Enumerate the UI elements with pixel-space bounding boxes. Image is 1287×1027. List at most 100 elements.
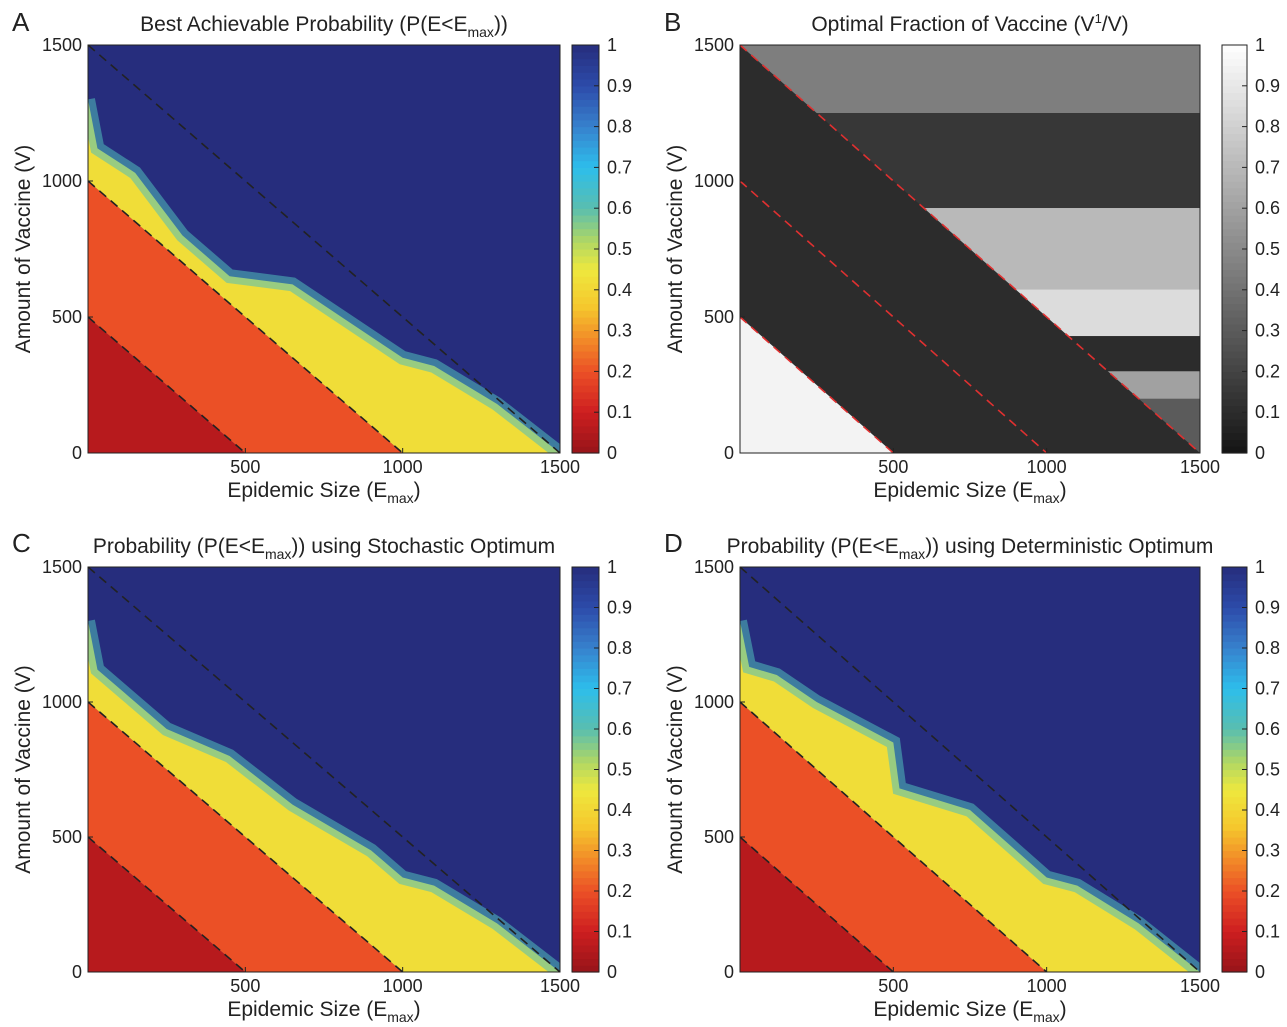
colorbar-segment — [572, 729, 599, 737]
colorbar-segment — [1222, 323, 1247, 332]
colorbar-segment — [572, 106, 599, 114]
colorbar-segment — [572, 803, 599, 811]
x-tick-label: 1500 — [1180, 457, 1220, 477]
colorbar-tick-label: 0 — [1255, 962, 1265, 982]
colorbar-segment — [1222, 174, 1247, 182]
x-tick-label: 500 — [878, 976, 908, 996]
panel-letter: A — [12, 7, 30, 37]
colorbar-segment — [572, 918, 599, 926]
colorbar-segment — [572, 796, 599, 804]
colorbar-segment — [572, 621, 599, 629]
dashed-line — [88, 836, 246, 972]
colorbar-segment — [572, 398, 599, 406]
title-main: Probability (P(E<E — [93, 535, 265, 558]
colorbar-segment — [1222, 412, 1247, 420]
colorbar-segment — [1222, 432, 1247, 440]
colorbar-segment — [572, 742, 599, 750]
colorbar-segment — [1222, 221, 1247, 230]
colorbar-segment — [1222, 796, 1247, 804]
colorbar-segment — [572, 931, 599, 939]
colorbar-segment — [1222, 344, 1247, 352]
colorbar-segment — [572, 695, 599, 703]
colorbar-segment — [1222, 891, 1247, 899]
colorbar-segment — [572, 708, 599, 717]
colorbar-tick-label: 0.7 — [1255, 679, 1280, 699]
y-tick-label: 1500 — [42, 557, 82, 577]
colorbar-segment — [572, 607, 599, 615]
colorbar-tick-label: 0.4 — [607, 800, 632, 820]
heat-transition — [740, 619, 1200, 972]
colorbar-segment — [1222, 641, 1247, 649]
colorbar-segment — [572, 310, 599, 318]
colorbar-tick-label: 0 — [1255, 443, 1265, 463]
dashed-line — [740, 180, 1048, 453]
colorbar-segment — [572, 816, 599, 825]
y-tick-label: 0 — [724, 962, 734, 982]
colorbar-segment — [572, 573, 599, 582]
colorbar-segment — [572, 688, 599, 696]
plot-area — [740, 567, 1200, 972]
colorbar-tick-label: 0.3 — [607, 321, 632, 341]
colorbar-segment — [572, 262, 599, 270]
colorbar-segment — [572, 58, 599, 66]
colorbar-segment — [572, 140, 599, 148]
colorbar-segment — [572, 174, 599, 182]
colorbar-segment — [1222, 654, 1247, 663]
xlabel-subscript: max — [1033, 1009, 1059, 1025]
colorbar-segment — [572, 722, 599, 730]
colorbar-segment — [572, 897, 599, 906]
colorbar-tick-label: 0.1 — [607, 402, 632, 422]
colorbar-tick-label: 0.9 — [607, 76, 632, 96]
colorbar-segment — [572, 675, 599, 683]
colorbar-segment — [1222, 385, 1247, 393]
colorbar-segment — [572, 296, 599, 304]
colorbar-segment — [1222, 208, 1247, 216]
colorbar-segment — [1222, 378, 1247, 386]
colorbar-segment — [572, 323, 599, 332]
x-tick-label: 500 — [230, 976, 260, 996]
colorbar-tick-label: 0.4 — [1255, 800, 1280, 820]
panel-letter: B — [664, 7, 681, 37]
colorbar-segment — [1222, 614, 1247, 622]
title-end: )) using Stochastic Optimum — [291, 535, 555, 558]
colorbar-tick-label: 0.7 — [607, 157, 632, 177]
colorbar-segment — [1222, 627, 1247, 636]
colorbar-segment — [1222, 897, 1247, 906]
colorbar-segment — [572, 412, 599, 420]
colorbar-segment — [1222, 106, 1247, 114]
colorbar-segment — [572, 715, 599, 723]
colorbar-segment — [572, 317, 599, 325]
colorbar-segment — [1222, 924, 1247, 933]
colorbar-segment — [1222, 843, 1247, 852]
colorbar-tick-label: 0.6 — [1255, 198, 1280, 218]
x-axis-label: Epidemic Size (Emax) — [227, 998, 420, 1025]
colorbar-segment — [1222, 289, 1247, 298]
colorbar-segment — [1222, 201, 1247, 209]
colorbar-segment — [572, 776, 599, 784]
colorbar-segment — [1222, 850, 1247, 858]
colorbar-segment — [1222, 337, 1247, 345]
panel-letter: D — [664, 528, 683, 558]
y-tick-label: 1500 — [694, 35, 734, 55]
colorbar-segment — [1222, 439, 1247, 447]
colorbar-tick-label: 0.6 — [607, 198, 632, 218]
colorbar-segment — [572, 614, 599, 622]
colorbar-segment — [572, 72, 599, 80]
axes-frame — [87, 566, 561, 973]
colorbar-segment — [572, 269, 599, 277]
colorbar-segment — [1222, 133, 1247, 141]
dashed-line — [88, 180, 404, 453]
y-tick-label: 500 — [704, 827, 734, 847]
colorbar-segment — [572, 783, 599, 791]
colorbar-segment — [572, 228, 599, 236]
colorbar-segment — [572, 830, 599, 838]
y-tick-label: 1000 — [694, 692, 734, 712]
colorbar-segment — [1222, 160, 1247, 168]
colorbar-segment — [572, 419, 599, 427]
colorbar-segment — [1222, 58, 1247, 66]
colorbar-segment — [572, 594, 599, 602]
colorbar-segment — [1222, 99, 1247, 107]
colorbar-segment — [1222, 215, 1247, 223]
colorbar-segment — [1222, 722, 1247, 730]
colorbar-segment — [1222, 945, 1247, 953]
